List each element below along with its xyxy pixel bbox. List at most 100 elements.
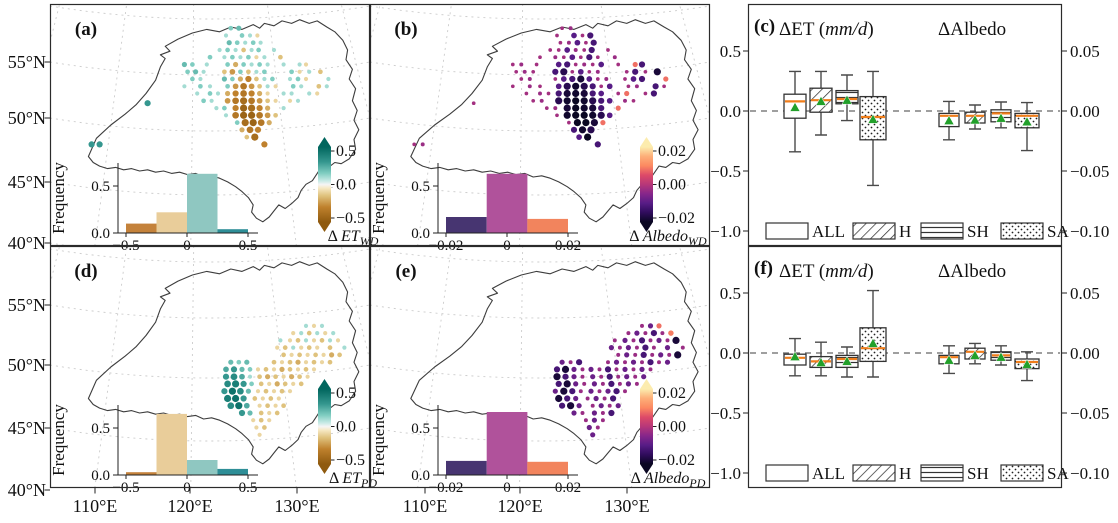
scatter-point — [582, 48, 587, 52]
mean-marker — [841, 355, 853, 366]
colorbar-tick-label: 0.0 — [336, 177, 356, 194]
parallel-line — [50, 248, 370, 263]
scatter-point — [640, 360, 644, 365]
colorbar-tick-label: −0.02 — [658, 452, 695, 469]
hist-bar — [217, 229, 248, 233]
scatter-point — [548, 48, 553, 52]
whisker — [943, 345, 955, 375]
boxplot-sh — [990, 101, 1012, 129]
scatter-point — [615, 105, 621, 111]
scatter-point — [560, 76, 567, 82]
scatter-point — [622, 337, 628, 343]
scatter-point — [265, 105, 271, 111]
lon-label: 120°E — [167, 496, 212, 516]
scatter-point — [631, 98, 636, 103]
scatter-point — [648, 338, 653, 343]
scatter-point — [271, 47, 277, 53]
scatter-point — [258, 417, 264, 423]
colorbar-top-arrow — [318, 137, 331, 147]
scatter-point — [316, 83, 322, 89]
scatter-point — [569, 75, 576, 83]
colorbar-bottom-arrow — [318, 464, 331, 474]
scatter-point — [319, 323, 325, 328]
legend-swatch-all — [765, 222, 809, 240]
scatter-point — [657, 360, 661, 365]
scatter-point — [626, 84, 631, 89]
scatter-point — [612, 338, 617, 343]
scatter-point — [539, 98, 544, 103]
scatter-point — [595, 69, 600, 74]
scatter-point — [650, 330, 658, 337]
meridian-line — [190, 246, 195, 488]
scatter-point — [589, 90, 596, 97]
colorbar-tick-label: 0.5 — [336, 143, 356, 160]
scatter-point — [256, 97, 263, 104]
scatter-point — [572, 111, 580, 119]
left-tick-label: 0.5 — [720, 42, 741, 61]
scatter-point — [553, 373, 561, 381]
scatter-point — [239, 366, 245, 372]
scatter-point — [247, 410, 253, 416]
scatter-point — [265, 98, 270, 104]
map-panel-b: 0.00.5−0.02 0 0.02Frequency0.020.00−0.02Δ … — [369, 3, 711, 254]
scatter-point — [568, 26, 573, 31]
scatter-point — [230, 54, 235, 60]
scatter-point — [240, 97, 248, 105]
whisker — [789, 70, 801, 153]
scatter-point — [566, 40, 571, 45]
colorbar-bottom-arrow — [640, 464, 653, 474]
lat-label: 45°N — [8, 418, 46, 438]
left-tick-label: −0.5 — [710, 404, 741, 423]
hist-bar — [446, 217, 487, 233]
scatter-point — [552, 388, 558, 394]
scatter-point — [207, 84, 213, 89]
boxplot-h — [964, 104, 986, 130]
scatter-point — [650, 352, 655, 357]
legend-swatch-pattern — [921, 223, 963, 239]
boxplot-sa — [1014, 351, 1040, 382]
colorbar-d: 0.5 0.0 −0.5Δ ETPD — [318, 379, 377, 490]
scatter-point — [240, 82, 247, 90]
scatter-point — [597, 367, 602, 372]
whisker — [841, 346, 853, 378]
scatter-point — [519, 62, 524, 67]
scatter-point — [214, 106, 219, 111]
scatter-point — [571, 410, 577, 416]
scatter-point — [585, 396, 590, 401]
hist-bar — [486, 412, 528, 475]
scatter-point — [227, 402, 235, 410]
scatter-point — [580, 367, 585, 372]
scatter-point — [198, 83, 203, 89]
legend-label-sh: SH — [967, 464, 989, 483]
scatter-point — [600, 381, 605, 386]
left-tick-label: −1.0 — [710, 464, 741, 483]
scatter-point — [560, 26, 564, 31]
scatter-point — [667, 352, 672, 357]
scatter-point — [229, 68, 236, 75]
scatter-point — [571, 366, 577, 372]
scatter-point — [295, 359, 301, 365]
whisker — [1021, 351, 1033, 382]
scatter-point — [578, 389, 583, 394]
scatter-point — [612, 55, 617, 60]
scatter-point — [580, 97, 588, 105]
scatter-point — [96, 141, 103, 148]
scatter-point — [606, 48, 610, 52]
scatter-point — [232, 380, 240, 388]
scatter-point — [222, 69, 227, 75]
scatter-point — [263, 367, 269, 372]
scatter-point — [606, 373, 613, 380]
scatter-point — [531, 98, 536, 103]
scatter-point — [303, 338, 309, 343]
scatter-point — [574, 39, 581, 46]
scatter-point — [591, 417, 598, 423]
scatter-point — [563, 104, 571, 112]
scatter-point — [250, 40, 256, 46]
scatter-point — [567, 402, 575, 410]
scatter-point — [297, 62, 302, 67]
parallel-line — [370, 117, 710, 132]
scatter-point — [600, 411, 605, 415]
scatter-point — [246, 54, 251, 60]
scatter-point — [248, 111, 256, 119]
